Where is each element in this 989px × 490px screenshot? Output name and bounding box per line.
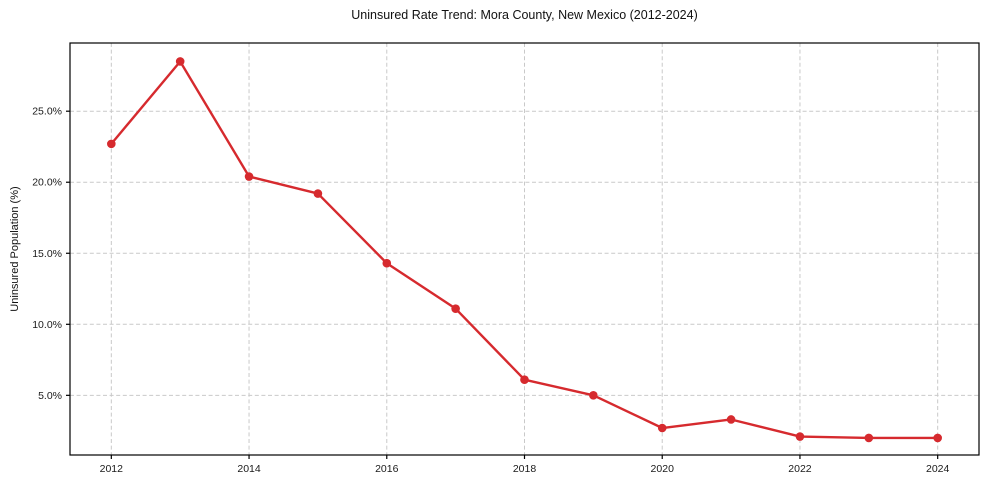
data-point xyxy=(107,139,116,149)
x-tick-label: 2020 xyxy=(651,463,675,475)
data-point xyxy=(726,415,736,424)
x-tick-label: 2012 xyxy=(100,463,124,475)
x-tick-label: 2018 xyxy=(513,463,537,475)
data-point xyxy=(657,423,667,433)
data-point xyxy=(313,189,323,198)
y-tick-label: 25.0% xyxy=(32,106,62,118)
x-tick-label: 2016 xyxy=(375,463,399,475)
data-point xyxy=(520,375,529,385)
data-point xyxy=(795,432,805,441)
y-tick-label: 15.0% xyxy=(32,248,62,260)
data-point xyxy=(589,391,598,400)
data-point xyxy=(864,433,874,443)
data-point xyxy=(382,258,392,268)
x-tick-label: 2022 xyxy=(788,463,812,475)
x-tick-label: 2024 xyxy=(926,463,950,475)
data-point xyxy=(244,172,254,181)
y-tick-label: 20.0% xyxy=(32,177,62,189)
data-point xyxy=(451,304,460,313)
y-tick-label: 10.0% xyxy=(32,319,62,331)
y-tick-label: 5.0% xyxy=(38,390,62,402)
data-point xyxy=(175,57,185,66)
chart-title: Uninsured Rate Trend: Mora County, New M… xyxy=(351,8,698,22)
x-tick-label: 2014 xyxy=(237,463,261,475)
data-point xyxy=(933,433,942,443)
